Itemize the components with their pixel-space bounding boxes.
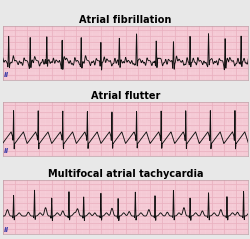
Text: II: II: [4, 227, 9, 233]
Title: Atrial fibrillation: Atrial fibrillation: [79, 15, 171, 25]
Title: Multifocal atrial tachycardia: Multifocal atrial tachycardia: [48, 169, 203, 179]
Text: II: II: [4, 148, 9, 154]
Text: II: II: [4, 72, 9, 78]
Title: Atrial flutter: Atrial flutter: [90, 91, 160, 101]
